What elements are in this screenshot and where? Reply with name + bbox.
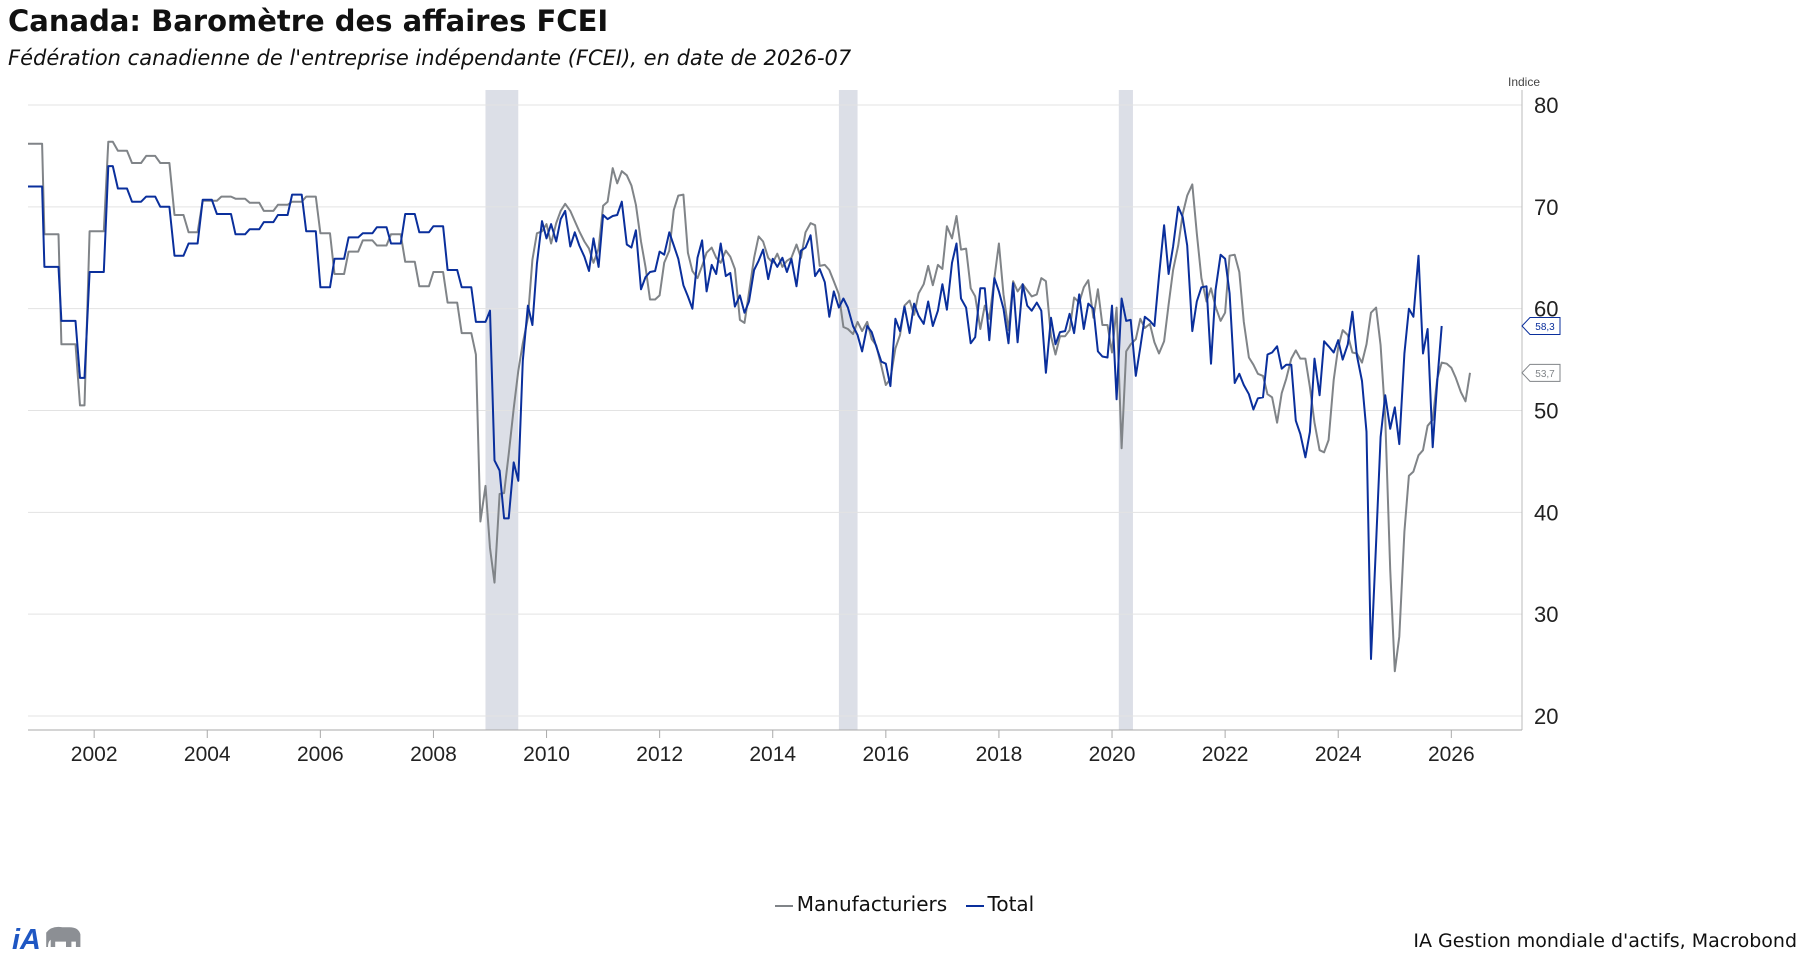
series-line-total — [28, 165, 1443, 660]
y-tick-label-20: 20 — [1534, 704, 1558, 729]
x-tick-label-2016: 2016 — [862, 743, 909, 766]
legend-label-total: Total — [987, 892, 1035, 916]
x-tick-label-2004: 2004 — [184, 743, 231, 766]
last-value-tag-total — [1521, 316, 1561, 335]
last-value-label-total: 58,3 — [1535, 322, 1555, 333]
last-value-label-manufacturiers: 53,7 — [1535, 369, 1555, 380]
y-tick-label-30: 30 — [1534, 602, 1558, 627]
legend-swatch-total — [965, 904, 984, 907]
y-axis-label: Indice — [1508, 75, 1540, 89]
x-tick-label-2002: 2002 — [71, 743, 118, 766]
logo-text: iA — [12, 924, 41, 956]
legend-label-manufacturiers: Manufacturiers — [796, 892, 948, 916]
x-tick-label-2012: 2012 — [636, 743, 683, 766]
last-value-labels: 53,7 58,3 — [1521, 316, 1561, 382]
y-tick-label-80: 80 — [1534, 93, 1558, 118]
x-tick-label-2022: 2022 — [1202, 743, 1249, 766]
x-tick-label-2010: 2010 — [523, 743, 570, 766]
y-tick-label-40: 40 — [1534, 500, 1558, 525]
x-tick-label-2020: 2020 — [1089, 743, 1136, 766]
gridlines — [28, 104, 1522, 717]
last-value-tag-manufacturiers — [1521, 363, 1561, 382]
x-axis: 2002 2004 2006 2008 2010 2012 2014 2016 2018 2020… — [28, 729, 1522, 766]
x-tick-label-2018: 2018 — [976, 743, 1023, 766]
y-tick-label-70: 70 — [1534, 195, 1558, 220]
legend-swatch-manufacturiers — [774, 904, 793, 907]
x-tick-label-2008: 2008 — [410, 743, 457, 766]
x-tick-label-2006: 2006 — [297, 743, 344, 766]
x-tick-label-2026: 2026 — [1428, 743, 1475, 766]
ia-logo: iA — [12, 924, 81, 956]
series-lines — [28, 140, 1471, 673]
source-note: IA Gestion mondiale d'actifs, Macrobond — [1413, 930, 1797, 952]
legend: Manufacturiers Total — [0, 892, 1809, 916]
chart-subtitle: Fédération canadienne de l'entreprise in… — [8, 46, 852, 70]
y-tick-label-50: 50 — [1534, 399, 1558, 424]
legend-item-total[interactable]: Total — [965, 892, 1035, 916]
x-tick-label-2024: 2024 — [1315, 743, 1362, 766]
x-tick-label-2014: 2014 — [749, 743, 796, 766]
series-line-manufacturiers — [28, 140, 1471, 673]
legend-item-manufacturiers[interactable]: Manufacturiers — [774, 892, 948, 916]
chart-title: Canada: Baromètre des affaires FCEI — [8, 4, 609, 38]
